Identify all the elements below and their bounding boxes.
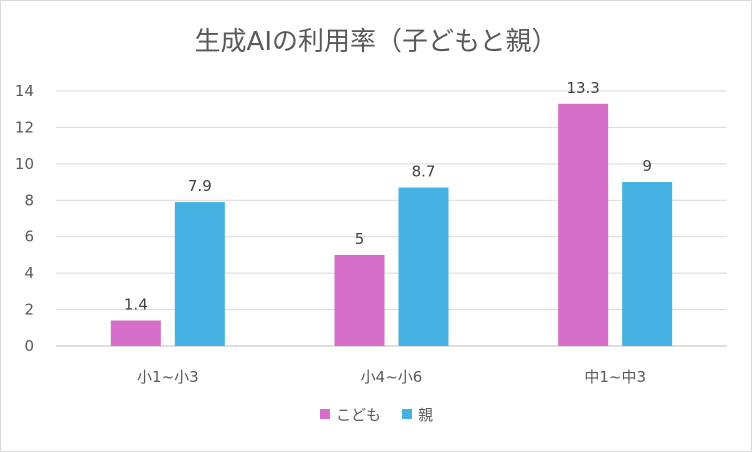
y-tick-label: 12	[15, 118, 34, 136]
data-label: 5	[355, 230, 365, 248]
gridlines	[56, 90, 727, 347]
data-label: 1.4	[124, 296, 148, 314]
legend-label: こども	[336, 406, 381, 424]
data-label: 9	[642, 157, 652, 175]
legend-label: 親	[418, 406, 433, 424]
data-label: 7.9	[188, 177, 212, 195]
bar-parent	[174, 202, 225, 346]
y-tick-label: 4	[24, 264, 34, 282]
legend: こども 親	[320, 406, 433, 424]
y-tick-label: 8	[24, 191, 34, 209]
bar-parent	[622, 182, 673, 346]
x-category-label: 小4~小6	[361, 368, 423, 386]
x-category-label: 中1~中3	[584, 368, 646, 386]
chart-title: 生成AIの利用率（子どもと親）	[195, 27, 558, 57]
y-axis: 0 2 4 6 8 10 12 14	[15, 82, 34, 355]
data-label: 8.7	[412, 163, 436, 181]
data-labels: 1.4 7.9 5 8.7 13.3 9	[124, 79, 652, 314]
x-axis: 小1~小3 小4~小6 中1~中3	[137, 368, 646, 386]
bar-parent	[398, 187, 449, 346]
data-label: 13.3	[566, 79, 599, 97]
y-tick-label: 10	[15, 155, 34, 173]
bar-child	[110, 320, 161, 346]
y-tick-label: 14	[15, 82, 34, 100]
x-category-label: 小1~小3	[137, 368, 199, 386]
y-tick-label: 0	[24, 337, 34, 355]
legend-swatch	[320, 409, 330, 419]
y-tick-label: 2	[24, 301, 34, 319]
bar-child	[334, 254, 385, 346]
bars	[110, 103, 673, 346]
legend-swatch	[402, 409, 412, 419]
y-tick-label: 6	[24, 228, 34, 246]
bar-child	[558, 103, 609, 346]
